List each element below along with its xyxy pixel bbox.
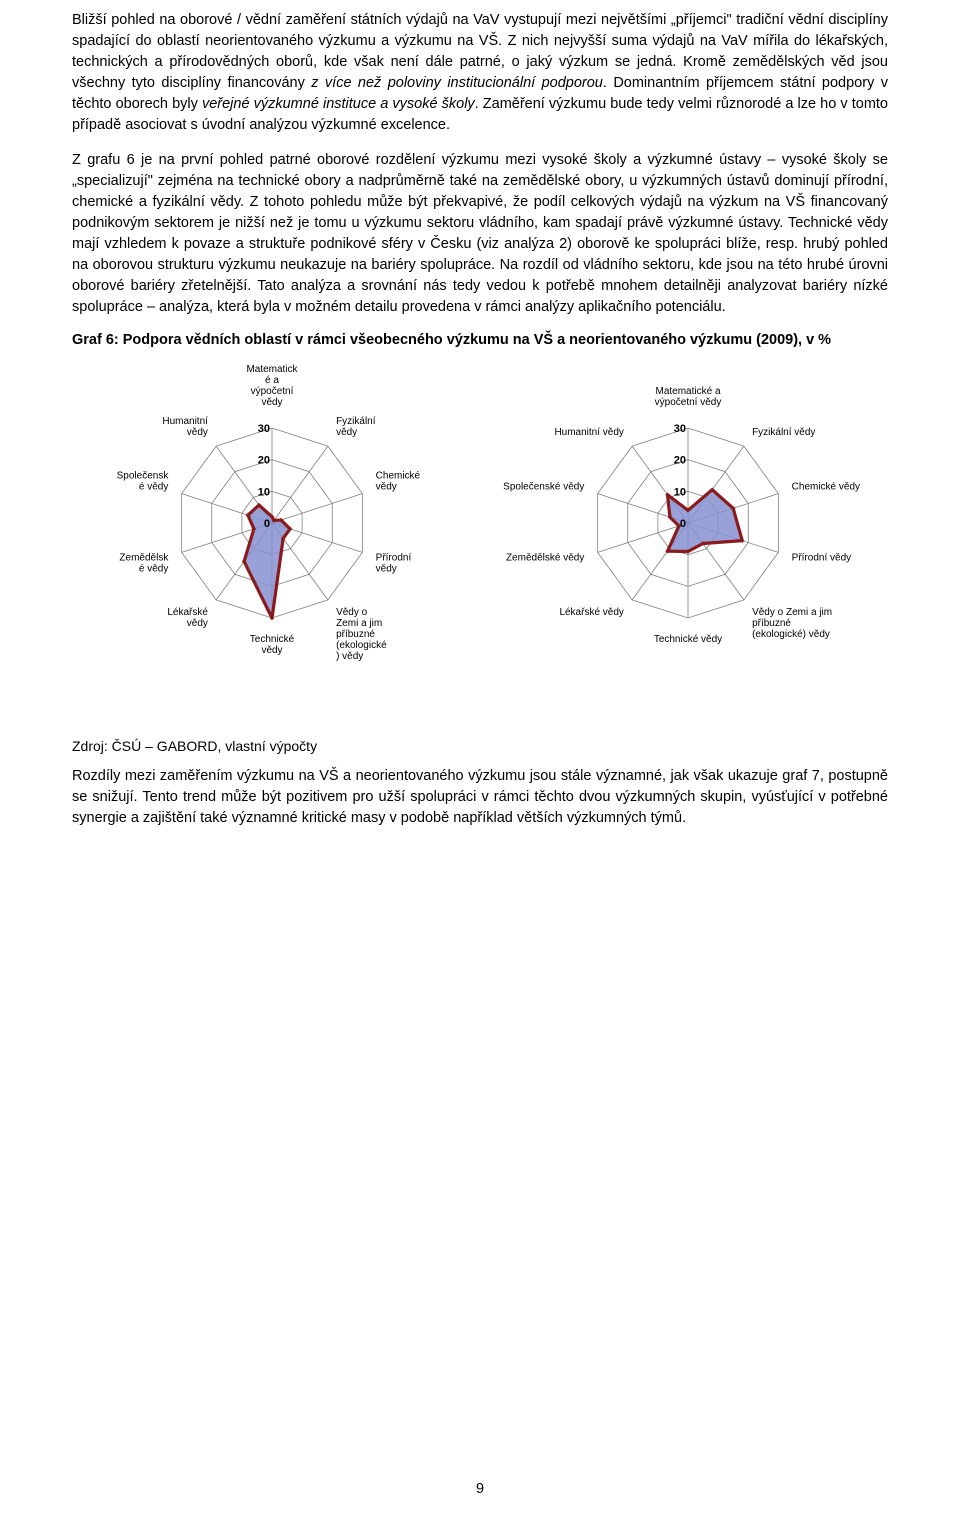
svg-text:Chemickévědy: Chemickévědy — [376, 471, 421, 493]
svg-text:Přírodnívědy: Přírodnívědy — [376, 553, 412, 575]
radar-charts-row: 0 10 20 30 Matematické avýpočetnívědy Fyzikál… — [72, 358, 888, 698]
svg-text:Lékařské vědy: Lékařské vědy — [559, 607, 623, 618]
svg-text:Technické vědy: Technické vědy — [654, 634, 722, 645]
svg-text:Lékařskévědy: Lékařskévědy — [167, 607, 208, 629]
svg-text:Fyzikální vědy: Fyzikální vědy — [752, 427, 815, 438]
svg-text:Vědy oZemi a jimpříbuzné(ekolo: Vědy oZemi a jimpříbuzné(ekologické) věd… — [336, 607, 387, 662]
svg-text:Humanitnívědy: Humanitnívědy — [162, 416, 208, 438]
svg-text:20: 20 — [674, 455, 686, 467]
chart-source: Zdroj: ČSÚ – GABORD, vlastní výpočty — [72, 738, 888, 754]
svg-text:Fyzikálnívědy: Fyzikálnívědy — [336, 416, 376, 438]
svg-text:30: 30 — [258, 423, 270, 435]
svg-text:0: 0 — [680, 518, 686, 530]
paragraph-3: Rozdíly mezi zaměřením výzkumu na VŠ a n… — [72, 766, 888, 829]
svg-text:Vědy o Zemi a jimpříbuzné(ekol: Vědy o Zemi a jimpříbuzné(ekologické) vě… — [752, 607, 832, 640]
page-number: 9 — [0, 1481, 960, 1497]
paragraph-1: Bližší pohled na oborové / vědní zaměřen… — [72, 10, 888, 136]
svg-text:Technickévědy: Technickévědy — [250, 634, 295, 656]
svg-text:10: 10 — [674, 487, 686, 499]
svg-text:Matematické avýpočetnívědy: Matematické avýpočetnívědy — [246, 364, 298, 408]
radar-chart-left: 0 10 20 30 Matematické avýpočetnívědy Fyzikál… — [72, 358, 472, 698]
svg-text:Chemické vědy: Chemické vědy — [792, 482, 860, 493]
radar-chart-right: 0 10 20 30 Matematické avýpočetní vědy Fyziká… — [488, 358, 888, 698]
svg-text:Zemědělské vědy: Zemědělské vědy — [506, 553, 584, 564]
svg-text:Společenské vědy: Společenské vědy — [117, 471, 170, 493]
document-page: Bližší pohled na oborové / vědní zaměřen… — [0, 0, 960, 1515]
chart-title: Graf 6: Podpora vědních oblastí v rámci … — [72, 332, 888, 348]
svg-text:30: 30 — [674, 423, 686, 435]
paragraph-2: Z grafu 6 je na první pohled patrné obor… — [72, 150, 888, 318]
svg-text:Společenské vědy: Společenské vědy — [503, 482, 584, 493]
svg-text:Humanitní vědy: Humanitní vědy — [554, 427, 623, 438]
svg-text:Přírodní vědy: Přírodní vědy — [792, 553, 851, 564]
p1-italic-2: veřejné výzkumné instituce a vysoké škol… — [202, 96, 475, 112]
svg-text:10: 10 — [258, 487, 270, 499]
p1-italic-1: z více než poloviny institucionální podp… — [311, 75, 603, 91]
svg-text:20: 20 — [258, 455, 270, 467]
svg-text:Zemědělské vědy: Zemědělské vědy — [119, 553, 169, 575]
svg-text:Matematické avýpočetní vědy: Matematické avýpočetní vědy — [655, 386, 722, 408]
svg-text:0: 0 — [264, 518, 270, 530]
